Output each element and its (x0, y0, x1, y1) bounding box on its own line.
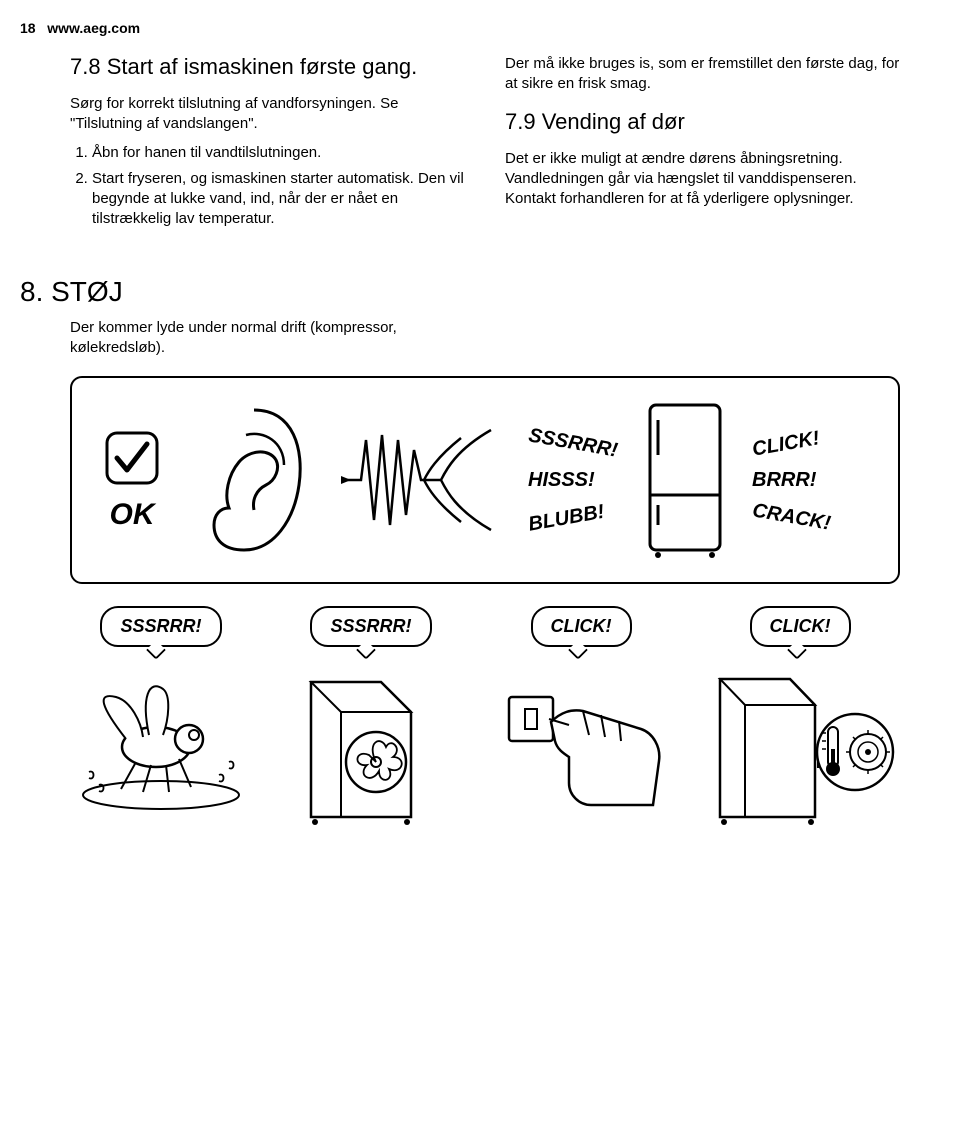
sound-brrr: BRRR! (752, 469, 831, 492)
section-7-8-intro: Sørg for korrekt tilslutning af vandfors… (70, 94, 465, 135)
sound-labels-right: CLICK! BRRR! CRACK! (752, 432, 831, 529)
sound-click: CLICK! (751, 425, 833, 461)
ok-block: OK (102, 428, 162, 532)
sound-sssrrr: SSSRRR! (527, 424, 620, 462)
bubble-sssrrr-1: SSSRRR! (100, 606, 221, 647)
fridge-icon (640, 400, 730, 560)
section-7-9-heading: 7.9 Vending af dør (505, 109, 900, 135)
vibration-item: SSSRRR! (70, 606, 252, 827)
fridge-thermostat-icon (700, 657, 900, 827)
left-column: 7.8 Start af ismaskinen første gang. Sør… (70, 54, 465, 236)
sound-labels-left: SSSRRR! HISSS! BLUBB! (528, 432, 618, 529)
bubble-sssrrr-2: SSSRRR! (310, 606, 431, 647)
step-1: Åbn for hanen til vandtilslutningen. (92, 143, 465, 163)
section-7-8-steps: Åbn for hanen til vandtilslutningen. Sta… (92, 143, 465, 230)
fan-item: SSSRRR! (280, 606, 462, 827)
fridge-fan-icon (281, 657, 461, 827)
section-7-8-heading: 7.8 Start af ismaskinen første gang. (70, 54, 465, 80)
noise-diagram-top: OK SSSRRR! HISSS! BLUBB! CLICK! (70, 376, 900, 584)
section-7-8-note: Der må ikke bruges is, som er fremstille… (505, 54, 900, 95)
sound-blubb: BLUBB! (527, 498, 620, 536)
page-header: 18 www.aeg.com (20, 20, 900, 36)
section-8-intro: Der kommer lyde under normal drift (komp… (70, 318, 410, 359)
sound-crack: CRACK! (751, 499, 833, 535)
ear-icon (184, 400, 314, 560)
hand-switch-icon (491, 657, 671, 827)
thermostat-item: CLICK! (700, 606, 900, 827)
bubble-click-1: CLICK! (531, 606, 632, 647)
page-number: 18 (20, 20, 36, 36)
checkmark-icon (102, 428, 162, 488)
section-7-9-body: Det er ikke muligt at ændre dørens åbnin… (505, 149, 900, 210)
right-column: Der må ikke bruges is, som er fremstille… (505, 54, 900, 236)
sound-hisss: HISSS! (528, 469, 618, 492)
site-url: www.aeg.com (47, 20, 140, 36)
bubble-click-2: CLICK! (750, 606, 851, 647)
fly-vibration-icon (71, 657, 251, 817)
section-8-heading: 8. STØJ (20, 276, 900, 308)
step-2: Start fryseren, og ismaskinen starter au… (92, 169, 465, 230)
switch-item: CLICK! (490, 606, 672, 827)
ok-label: OK (110, 498, 155, 532)
soundwave-icon (336, 410, 506, 550)
noise-diagram-bottom: SSSRRR! SSSRRR! (70, 606, 900, 827)
section-8-body: Der kommer lyde under normal drift (komp… (70, 318, 900, 828)
text-columns: 7.8 Start af ismaskinen første gang. Sør… (70, 54, 900, 236)
